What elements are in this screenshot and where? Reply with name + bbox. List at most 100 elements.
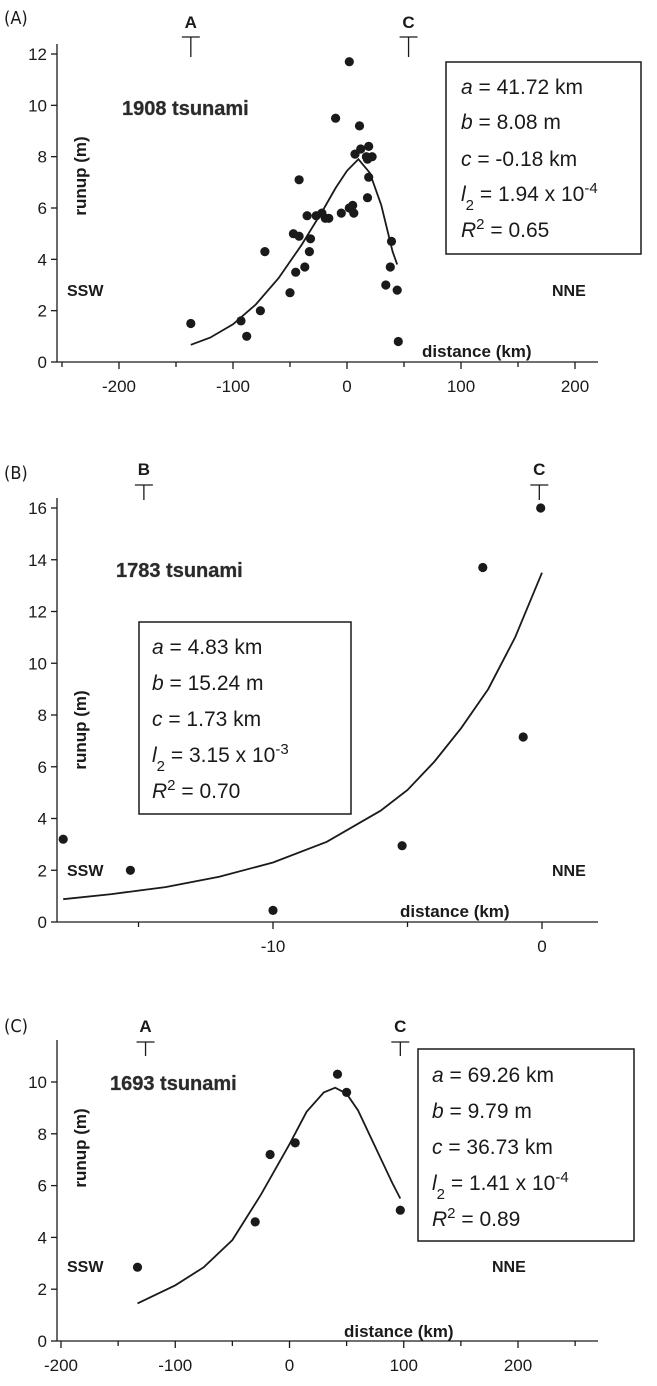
- param-subscript: 2: [157, 758, 165, 775]
- param-superscript: 2: [167, 777, 175, 794]
- param-value: = 0.89: [456, 1208, 521, 1231]
- y-tick-label: 0: [38, 913, 47, 932]
- section-marker-label: C: [394, 1017, 406, 1036]
- y-tick-label: 0: [38, 353, 47, 372]
- param-subscript: 2: [466, 197, 474, 214]
- param-value: = 1.41 x 10: [445, 1172, 555, 1195]
- data-point: [300, 262, 310, 272]
- y-tick-label: 8: [38, 1125, 47, 1144]
- data-point: [392, 285, 402, 295]
- param-r2: R2 = 0.70: [152, 777, 240, 804]
- data-point: [386, 236, 397, 246]
- x-tick-label: -200: [44, 1356, 78, 1375]
- x-tick-label: -200: [102, 377, 136, 396]
- param-a: a = 41.72 km: [461, 76, 583, 99]
- x-tick-label: -100: [216, 377, 250, 396]
- x-tick-label: 100: [447, 377, 475, 396]
- param-value: = 15.24 m: [164, 672, 264, 695]
- y-tick-label: 10: [28, 1073, 47, 1092]
- param-c: c = 1.73 km: [152, 708, 261, 731]
- data-point: [536, 503, 546, 513]
- data-point: [349, 208, 359, 218]
- param-symbol: l: [152, 744, 158, 767]
- data-point: [393, 336, 403, 347]
- section-marker-label: A: [139, 1017, 151, 1036]
- param-subscript: 2: [437, 1186, 445, 1203]
- data-point: [268, 905, 278, 916]
- data-point: [294, 175, 304, 185]
- param-superscript: -3: [275, 741, 288, 758]
- data-point: [342, 1087, 352, 1097]
- fit-parameters-box: [417, 1048, 635, 1242]
- data-point: [336, 208, 346, 218]
- data-point: [356, 144, 366, 154]
- data-point: [344, 57, 354, 67]
- data-point: [285, 288, 295, 298]
- param-value: = 1.94 x 10: [474, 183, 584, 206]
- section-marker-label: A: [185, 13, 197, 32]
- param-l2: l2 = 1.41 x 10-4: [432, 1169, 569, 1203]
- param-value: = 0.70: [176, 780, 241, 803]
- param-symbol: c: [152, 708, 163, 731]
- data-point: [58, 834, 68, 844]
- data-point: [302, 211, 312, 221]
- x-tick-label: -10: [261, 937, 286, 956]
- x-tick-label: 0: [537, 937, 546, 956]
- data-point: [348, 200, 358, 210]
- section-marker-label: C: [402, 13, 414, 32]
- data-point: [294, 231, 304, 241]
- y-tick-label: 10: [28, 96, 47, 115]
- data-point: [305, 234, 316, 244]
- fit-parameters-box: [138, 621, 352, 815]
- x-tick-label: -100: [158, 1356, 192, 1375]
- param-symbol: l: [432, 1172, 438, 1195]
- y-tick-label: 4: [38, 810, 47, 829]
- data-point: [324, 213, 334, 223]
- param-b: b = 8.08 m: [461, 111, 561, 134]
- panel-label: (C): [4, 1016, 28, 1037]
- data-point: [255, 306, 265, 316]
- y-axis-title: runup (m): [71, 690, 90, 769]
- x-tick-label: 0: [285, 1356, 294, 1375]
- param-a: a = 4.83 km: [152, 636, 262, 659]
- data-point: [364, 141, 374, 151]
- param-symbol: R: [432, 1208, 447, 1231]
- param-value: = 3.15 x 10: [165, 744, 275, 767]
- param-superscript: 2: [447, 1205, 455, 1222]
- param-symbol: b: [152, 672, 164, 695]
- param-value: = 41.72 km: [473, 76, 583, 99]
- x-tick-label: 0: [342, 377, 351, 396]
- direction-right-label: NNE: [552, 863, 586, 880]
- param-symbol: a: [152, 636, 164, 659]
- data-point: [354, 121, 365, 131]
- data-point: [397, 841, 407, 851]
- data-point: [331, 113, 341, 123]
- param-c: c = 36.73 km: [432, 1136, 553, 1159]
- y-tick-label: 8: [38, 706, 47, 725]
- y-tick-label: 14: [28, 551, 47, 570]
- data-point: [242, 331, 252, 341]
- direction-right-label: NNE: [492, 1259, 526, 1276]
- param-symbol: b: [461, 111, 473, 134]
- data-point: [362, 193, 373, 203]
- direction-left-label: SSW: [67, 1259, 104, 1276]
- x-axis-title: distance (km): [400, 902, 510, 921]
- data-point: [395, 1205, 405, 1215]
- panel-label: (A): [4, 8, 28, 29]
- param-r2: R2 = 0.89: [432, 1205, 520, 1232]
- panel-label: (B): [4, 463, 28, 484]
- param-value: = 9.79 m: [444, 1100, 532, 1123]
- fitted-curve: [63, 572, 543, 901]
- x-tick-label: 200: [504, 1356, 532, 1375]
- param-a: a = 69.26 km: [432, 1064, 554, 1087]
- param-symbol: R: [461, 219, 476, 242]
- param-symbol: a: [461, 76, 473, 99]
- data-point: [265, 1149, 275, 1160]
- param-value: = 1.73 km: [163, 708, 262, 731]
- panel-c-1693: (C) 0 2 4 6 8 10 -200 -100 0 100 200 A C 1693 tsunami r…: [4, 1016, 635, 1375]
- data-point: [132, 1262, 143, 1272]
- param-l2: l2 = 3.15 x 10-3: [152, 741, 289, 775]
- direction-right-label: NNE: [552, 283, 586, 300]
- data-point: [385, 262, 395, 272]
